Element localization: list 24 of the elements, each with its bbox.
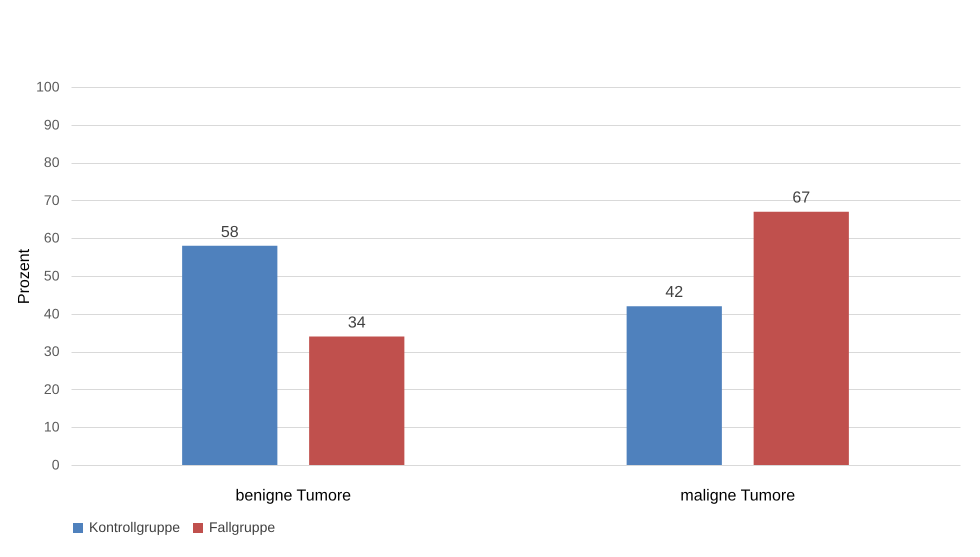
data-label: 42 — [665, 284, 684, 302]
data-label: 34 — [348, 314, 366, 332]
x-tick-label: maligne Tumore — [680, 488, 796, 504]
bar — [626, 306, 722, 465]
bar — [754, 212, 849, 465]
y-tick-label: 50 — [44, 268, 60, 284]
y-tick-label: 0 — [52, 456, 60, 472]
y-tick-label: 10 — [44, 418, 60, 435]
bar — [309, 336, 404, 465]
data-label: 58 — [220, 224, 239, 241]
legend-label: Kontrollgruppe — [89, 519, 180, 535]
x-tick-label: benigne Tumore — [235, 488, 352, 504]
y-tick-label: 80 — [44, 154, 60, 170]
y-tick-label: 70 — [44, 192, 60, 208]
y-tick-label: 100 — [36, 78, 60, 94]
bar — [182, 246, 278, 465]
y-tick-label: 20 — [44, 380, 60, 397]
y-tick-label: 90 — [44, 116, 60, 132]
data-label: 67 — [792, 190, 810, 207]
y-tick-label: 40 — [44, 305, 60, 322]
y-axis-title: Prozent — [16, 248, 34, 304]
y-tick-label: 60 — [44, 230, 60, 246]
legend-label: Fallgruppe — [209, 519, 276, 535]
y-tick-label: 30 — [44, 343, 60, 360]
